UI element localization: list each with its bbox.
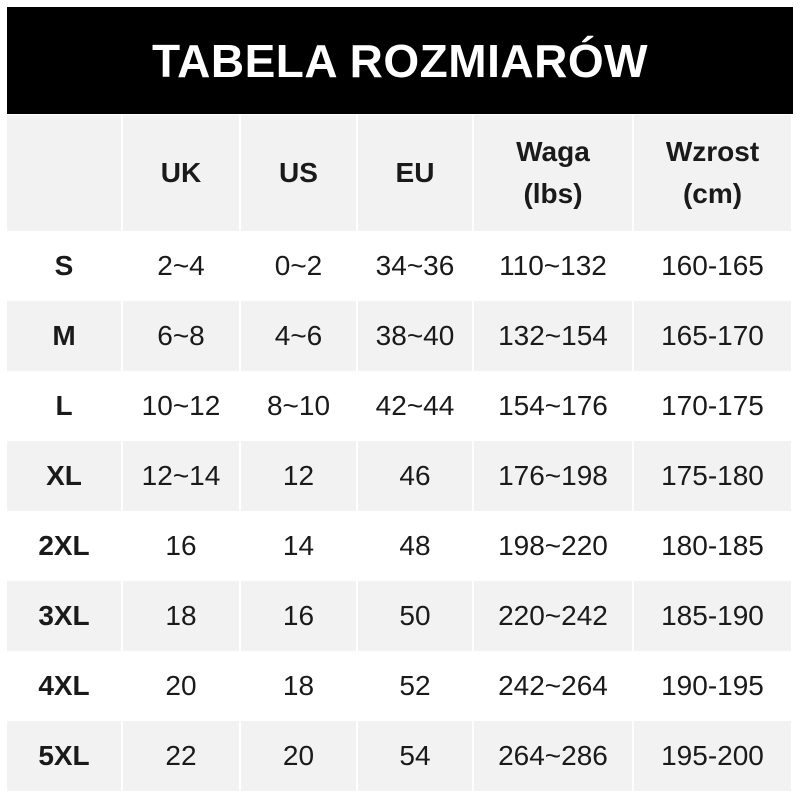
table-cell: 14	[241, 511, 356, 581]
table-cell: 18	[241, 651, 356, 721]
table-cell: 16	[123, 511, 239, 581]
table-cell: 0~2	[241, 231, 356, 301]
table-cell: 170-175	[634, 371, 791, 441]
table-cell: 20	[241, 721, 356, 791]
table-row: M 6~8 4~6 38~40 132~154 165-170	[7, 301, 791, 371]
table-cell: 34~36	[358, 231, 472, 301]
page-title: TABELA ROZMIARÓW	[7, 7, 793, 114]
table-cell: 38~40	[358, 301, 472, 371]
table-cell: 175-180	[634, 441, 791, 511]
size-label: 2XL	[7, 511, 121, 581]
table-cell: 2~4	[123, 231, 239, 301]
table-cell: 42~44	[358, 371, 472, 441]
table-cell: 48	[358, 511, 472, 581]
table-cell: 50	[358, 581, 472, 651]
table-row: L 10~12 8~10 42~44 154~176 170-175	[7, 371, 791, 441]
table-cell: 52	[358, 651, 472, 721]
table-cell: 12~14	[123, 441, 239, 511]
table-cell: 185-190	[634, 581, 791, 651]
table-cell: 12	[241, 441, 356, 511]
table-cell: 46	[358, 441, 472, 511]
table-cell: 195-200	[634, 721, 791, 791]
column-header: UK	[123, 115, 239, 231]
table-cell: 176~198	[474, 441, 632, 511]
table-cell: 6~8	[123, 301, 239, 371]
column-header	[7, 115, 121, 231]
table-cell: 242~264	[474, 651, 632, 721]
size-label: L	[7, 371, 121, 441]
table-cell: 264~286	[474, 721, 632, 791]
table-cell: 180-185	[634, 511, 791, 581]
table-cell: 16	[241, 581, 356, 651]
size-label: 3XL	[7, 581, 121, 651]
table-cell: 10~12	[123, 371, 239, 441]
table-cell: 165-170	[634, 301, 791, 371]
table-cell: 8~10	[241, 371, 356, 441]
size-label: 4XL	[7, 651, 121, 721]
table-row: S 2~4 0~2 34~36 110~132 160-165	[7, 231, 791, 301]
column-header: Wzrost (cm)	[634, 115, 791, 231]
column-header: EU	[358, 115, 472, 231]
table-cell: 160-165	[634, 231, 791, 301]
size-label: 5XL	[7, 721, 121, 791]
table-cell: 54	[358, 721, 472, 791]
table-cell: 220~242	[474, 581, 632, 651]
table-cell: 132~154	[474, 301, 632, 371]
table-row: 2XL 16 14 48 198~220 180-185	[7, 511, 791, 581]
column-header: US	[241, 115, 356, 231]
table-cell: 4~6	[241, 301, 356, 371]
table-row: 3XL 18 16 50 220~242 185-190	[7, 581, 791, 651]
table-cell: 198~220	[474, 511, 632, 581]
size-chart-table: UK US EU Waga (lbs) Wzrost (cm) S 2~4 0~2 34~36…	[5, 115, 793, 791]
table-cell: 190-195	[634, 651, 791, 721]
column-header: Waga (lbs)	[474, 115, 632, 231]
size-label: S	[7, 231, 121, 301]
size-label: XL	[7, 441, 121, 511]
table-cell: 18	[123, 581, 239, 651]
table-row: XL 12~14 12 46 176~198 175-180	[7, 441, 791, 511]
table-cell: 110~132	[474, 231, 632, 301]
table-cell: 154~176	[474, 371, 632, 441]
table-cell: 20	[123, 651, 239, 721]
size-label: M	[7, 301, 121, 371]
table-cell: 22	[123, 721, 239, 791]
table-header-row: UK US EU Waga (lbs) Wzrost (cm)	[7, 115, 791, 231]
table-row: 5XL 22 20 54 264~286 195-200	[7, 721, 791, 791]
table-row: 4XL 20 18 52 242~264 190-195	[7, 651, 791, 721]
